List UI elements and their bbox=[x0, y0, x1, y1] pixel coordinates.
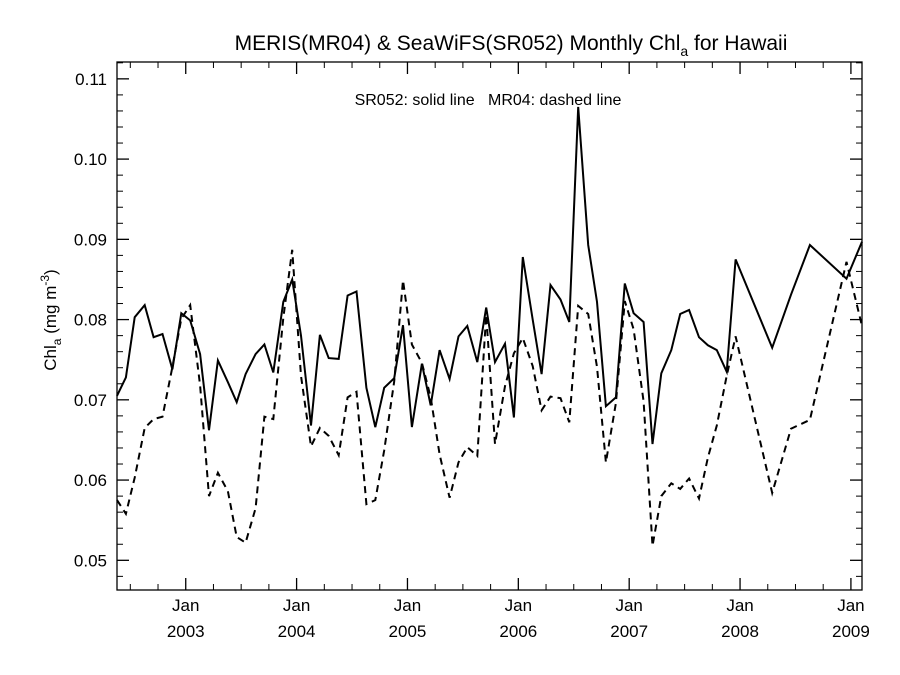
x-tick-label-year: 2008 bbox=[721, 622, 759, 641]
y-axis: 0.05 0.06 0.07 0.08 0.09 0.10 0.11 bbox=[74, 62, 862, 577]
series-layer bbox=[116, 106, 863, 547]
x-tick-label-month: Jan bbox=[172, 596, 199, 615]
y-tick-label: 0.10 bbox=[74, 150, 107, 169]
plot-frame bbox=[116, 61, 863, 591]
y-tick-label: 0.09 bbox=[74, 230, 107, 249]
y-tick-label: 0.08 bbox=[74, 311, 107, 330]
x-tick-label-year: 2006 bbox=[499, 622, 537, 641]
x-tick-label-month: Jan bbox=[615, 596, 642, 615]
y-tick-label: 0.05 bbox=[74, 551, 107, 570]
legend-annotation: SR052: solid line MR04: dashed line bbox=[355, 92, 622, 109]
series-line-mr04 bbox=[116, 249, 863, 547]
x-tick-label-year: 2005 bbox=[389, 622, 427, 641]
y-axis-label: Chla (mg m-3) bbox=[38, 269, 64, 370]
y-tick-label: 0.11 bbox=[75, 70, 107, 89]
x-tick-label-month: Jan bbox=[283, 596, 310, 615]
x-tick-label-year: 2004 bbox=[278, 622, 316, 641]
x-tick-label-month: Jan bbox=[505, 596, 532, 615]
chart-title: MERIS(MR04) & SeaWiFS(SR052) Monthly Chl… bbox=[235, 32, 788, 59]
y-tick-label: 0.07 bbox=[74, 391, 107, 410]
x-tick-label-month: Jan bbox=[394, 596, 421, 615]
x-tick-label-month: Jan bbox=[726, 596, 753, 615]
series-line-sr052 bbox=[116, 106, 863, 445]
x-axis: Jan 2003 Jan 2004 Jan 2005 Jan 2006 Jan 2007 Jan 20… bbox=[129, 62, 870, 641]
x-tick-label-year: 2007 bbox=[610, 622, 648, 641]
x-tick-label-year: 2009 bbox=[832, 622, 870, 641]
x-tick-label-year: 2003 bbox=[167, 622, 205, 641]
x-tick-label-month: Jan bbox=[837, 596, 864, 615]
y-tick-label: 0.06 bbox=[74, 471, 107, 490]
